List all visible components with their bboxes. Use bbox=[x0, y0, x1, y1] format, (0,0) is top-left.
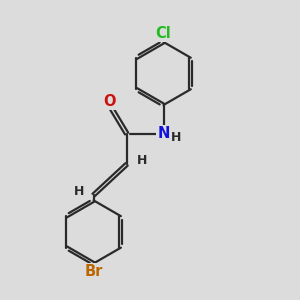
Text: Cl: Cl bbox=[156, 26, 171, 41]
Text: Br: Br bbox=[84, 264, 103, 279]
Text: H: H bbox=[74, 185, 84, 198]
Text: H: H bbox=[136, 154, 147, 167]
Text: H: H bbox=[171, 130, 181, 144]
Text: O: O bbox=[103, 94, 116, 109]
Text: N: N bbox=[157, 126, 170, 141]
